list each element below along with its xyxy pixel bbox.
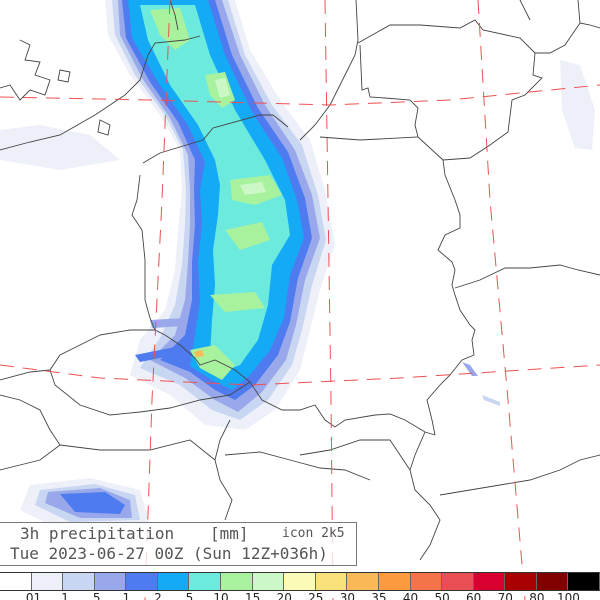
legend-color-bin xyxy=(0,573,32,590)
legend-color-bin xyxy=(442,573,474,590)
legend-label: .01 xyxy=(22,591,42,600)
legend-label: 70 xyxy=(497,591,513,600)
legend-label: 60 xyxy=(466,591,482,600)
precip-area-10 xyxy=(140,5,290,372)
legend-color-bin xyxy=(94,573,127,590)
legend-color-bin xyxy=(189,573,222,590)
country-borders xyxy=(0,0,600,561)
legend-color-bin xyxy=(347,573,379,590)
legend-color-bin xyxy=(221,573,253,590)
legend-color-bin xyxy=(378,573,411,590)
precip-area-sw-2 xyxy=(60,492,125,514)
model-name: icon 2k5 xyxy=(282,526,345,541)
legend-color-bin xyxy=(315,573,348,590)
legend-label: 25 xyxy=(308,591,324,600)
legend-label: 2 xyxy=(154,591,162,600)
precip-spot-east-2 xyxy=(482,395,500,406)
map-title-box: 3h precipitation [mm] icon 2k5 Tue 2023-… xyxy=(0,522,357,566)
legend-color-bin xyxy=(63,573,95,590)
legend-color-bin xyxy=(505,573,537,590)
legend-color-bin xyxy=(284,573,316,590)
precip-area-20b xyxy=(240,182,266,195)
legend-label: 20 xyxy=(276,591,292,600)
variable-name: 3h precipitation xyxy=(20,524,175,543)
legend-label: 100 xyxy=(556,591,580,600)
legend-label: 10 xyxy=(213,591,229,600)
legend-color-bin xyxy=(473,573,506,590)
legend-label: 35 xyxy=(371,591,387,600)
color-legend-bar xyxy=(0,572,600,591)
legend-color-bin xyxy=(157,573,190,590)
legend-label: 1 xyxy=(122,591,131,600)
legend-label: 50 xyxy=(434,591,450,600)
precip-area-20a xyxy=(215,78,230,98)
precip-area-15e xyxy=(210,292,265,312)
precip-area-east xyxy=(560,60,595,150)
precip-spot-orange xyxy=(194,350,204,357)
legend-label: 40 xyxy=(402,591,419,600)
precip-streak-west-2 xyxy=(150,318,185,328)
precipitation-field xyxy=(0,0,595,530)
legend-label: .5 xyxy=(89,591,101,600)
legend-label: .1 xyxy=(57,591,69,600)
precip-area-15d xyxy=(225,222,270,250)
precip-streak-west xyxy=(135,345,190,362)
legend-color-bin xyxy=(410,573,443,590)
valid-time: Tue 2023-06-27 00Z (Sun 12Z+036h) xyxy=(10,544,328,563)
variable-unit: [mm] xyxy=(210,524,249,543)
legend-color-bin xyxy=(31,573,64,590)
legend-label: 30 xyxy=(339,591,355,600)
precip-area-15a xyxy=(150,8,190,50)
precip-spot-east xyxy=(462,362,478,376)
legend-color-bin xyxy=(252,573,285,590)
legend-color-bin xyxy=(568,573,600,590)
legend-label: 15 xyxy=(244,591,261,600)
title-line: 3h precipitation [mm] icon 2k5 xyxy=(20,524,350,543)
legend-label: 80 xyxy=(529,591,545,600)
precip-area-light-2 xyxy=(0,125,120,170)
legend-color-bin xyxy=(126,573,158,590)
legend-color-bin xyxy=(536,573,569,590)
legend-label: 5 xyxy=(185,591,194,600)
